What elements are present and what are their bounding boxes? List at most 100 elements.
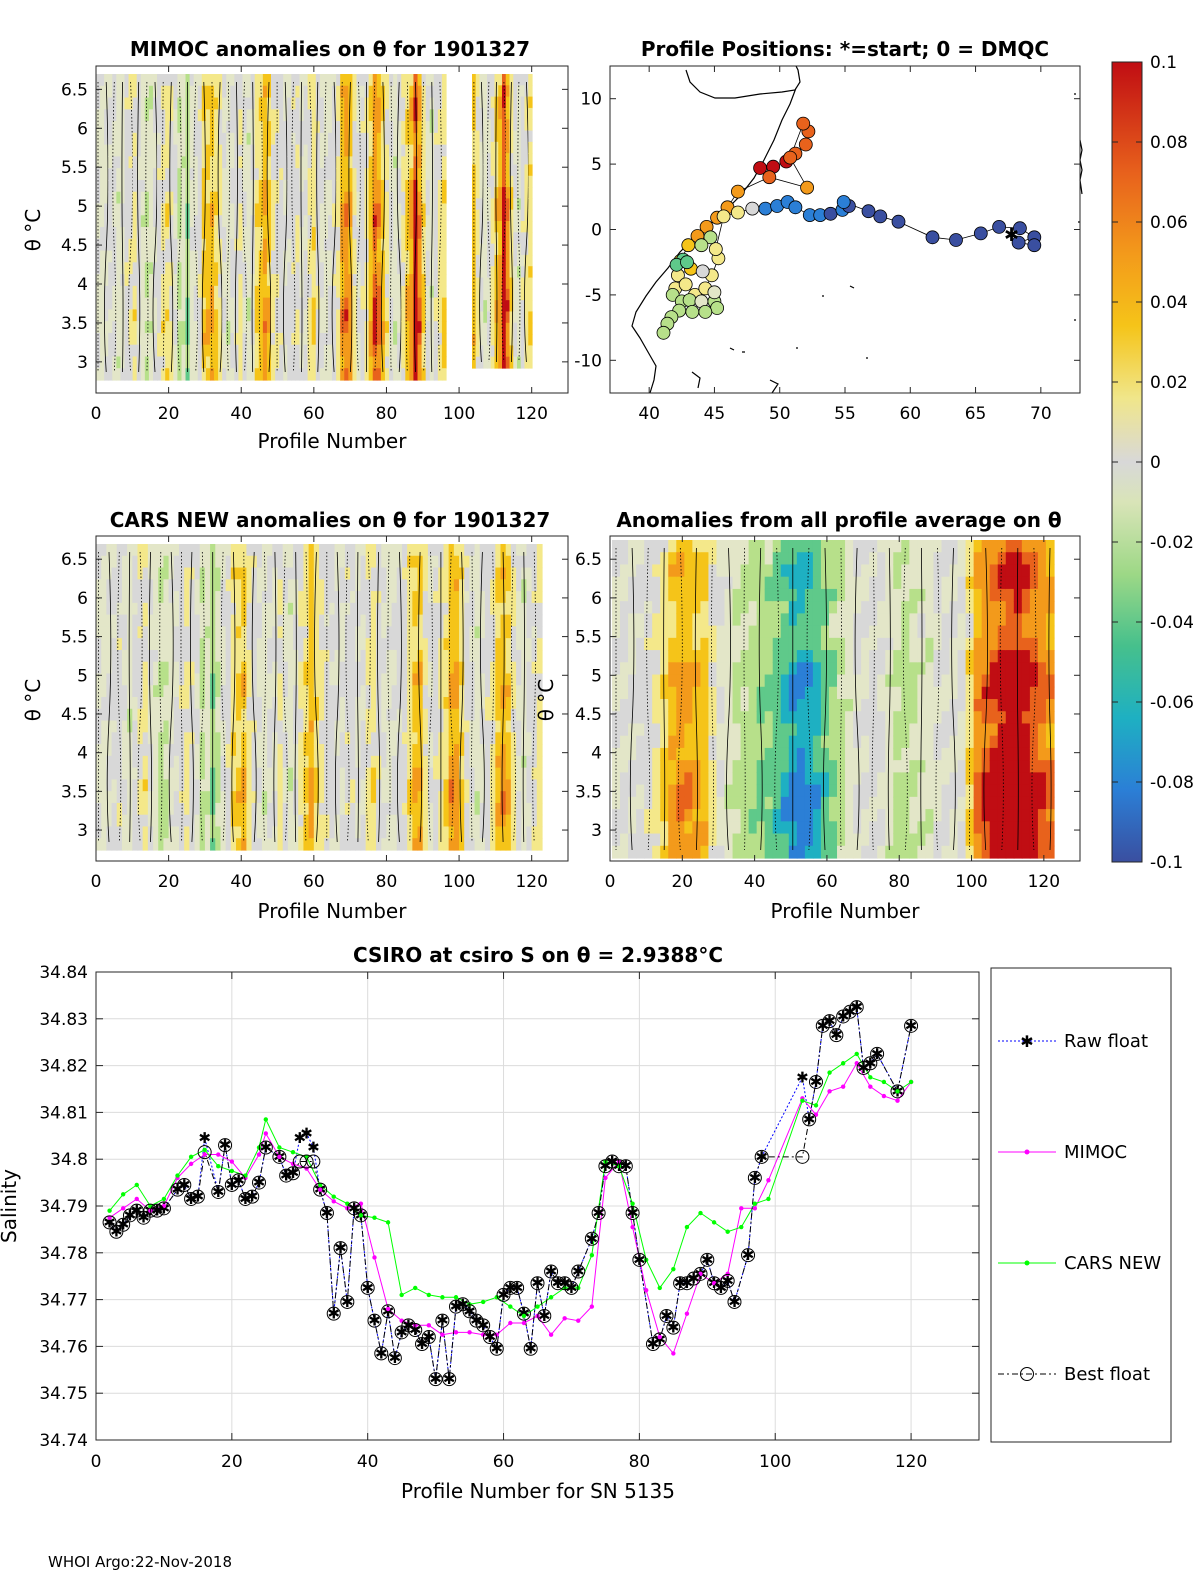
cars-cell xyxy=(142,579,149,592)
mimoc-cell xyxy=(520,130,526,143)
cars-cell xyxy=(147,567,154,580)
mimoc-cell xyxy=(275,309,280,322)
cars-cell xyxy=(282,685,289,698)
cars-cell xyxy=(344,673,351,686)
mimoc-cell xyxy=(384,179,390,193)
mimoc-cell xyxy=(250,309,256,322)
mimoc-cell xyxy=(132,132,138,146)
cars-cell xyxy=(339,814,346,828)
mimoc-cell xyxy=(124,85,130,99)
mimoc-cell xyxy=(397,168,402,181)
cars-cell xyxy=(303,814,310,828)
mimoc-cell xyxy=(209,250,215,263)
mimoc-cell xyxy=(254,179,260,193)
mimoc-cell xyxy=(100,309,105,322)
mimoc-cell xyxy=(413,203,419,216)
mimoc-cell xyxy=(303,168,309,181)
mimoc-cell xyxy=(152,344,158,358)
mimoc-cell xyxy=(96,144,101,157)
mimoc-cell xyxy=(165,274,170,287)
mimoc-cell xyxy=(479,107,484,120)
mimoc-cell xyxy=(246,227,252,240)
cars-cell xyxy=(158,685,165,698)
cars-cell xyxy=(163,614,170,627)
mimoc-cell xyxy=(380,297,386,310)
mimoc-cell xyxy=(112,344,117,358)
cars-cell xyxy=(329,555,336,569)
cars-cell xyxy=(386,638,393,651)
mimoc-cell xyxy=(433,85,439,99)
mimoc-cell xyxy=(116,168,122,181)
cars-cell xyxy=(101,638,107,651)
mimoc-cell xyxy=(271,238,276,252)
cars-cell xyxy=(479,649,486,663)
cars-cell xyxy=(256,802,263,816)
cars-cell xyxy=(287,708,294,722)
mimoc-cell xyxy=(487,311,492,324)
cars-cell xyxy=(204,591,211,604)
mimoc-cell xyxy=(100,262,105,275)
mimoc-cell xyxy=(108,179,113,193)
mimoc-cell xyxy=(502,266,507,279)
cars-cell xyxy=(251,791,258,804)
cars-cell xyxy=(163,649,170,663)
mimoc-cell xyxy=(327,250,333,263)
cars-cell xyxy=(267,708,273,722)
cars-cell xyxy=(163,685,170,698)
cars-cell xyxy=(381,544,388,557)
mimoc-cell xyxy=(271,85,276,99)
mimoc-cell xyxy=(441,121,447,134)
mimoc-cell xyxy=(323,191,329,205)
cars-cell xyxy=(396,579,403,592)
cars-cell xyxy=(147,661,154,675)
mimoc-cell xyxy=(483,221,488,233)
mimoc-cell xyxy=(266,74,272,87)
cars-cell xyxy=(116,755,123,769)
cars-cell xyxy=(96,779,102,792)
mimoc-contour xyxy=(396,81,402,373)
mimoc-cell xyxy=(319,109,325,122)
cars-cell xyxy=(453,779,460,792)
cars-cell xyxy=(495,708,502,722)
y-tick-label: 5 xyxy=(77,197,88,217)
cars-cell xyxy=(293,791,299,804)
cars-cell xyxy=(407,838,413,851)
mimoc-cell xyxy=(218,191,223,205)
mimoc-cell xyxy=(230,227,235,240)
mimoc-cell xyxy=(413,144,419,157)
mimoc-cell xyxy=(209,109,215,122)
cars-cell xyxy=(287,567,294,580)
cars-cell xyxy=(339,614,346,627)
cars-cell xyxy=(365,708,372,722)
mimoc-cell xyxy=(323,238,329,252)
mimoc-cell xyxy=(144,74,150,87)
cars-contour xyxy=(159,551,163,843)
cars-cell xyxy=(287,720,294,733)
mimoc-cell xyxy=(490,175,496,188)
mimoc-cell xyxy=(132,332,138,346)
mimoc-cell xyxy=(401,168,406,181)
cars-cell xyxy=(158,767,165,780)
cars-cell xyxy=(287,661,294,675)
cars-cell xyxy=(168,779,175,792)
mimoc-cell xyxy=(173,297,178,310)
cars-cell xyxy=(298,838,305,851)
mimoc-cell xyxy=(384,297,390,310)
cars-cell xyxy=(194,826,201,839)
mimoc-cell xyxy=(384,321,390,334)
mimoc-cell xyxy=(140,203,146,216)
cars-cell xyxy=(459,767,465,780)
mimoc-cell xyxy=(104,332,109,346)
mimoc-cell xyxy=(148,179,154,193)
cars-cell xyxy=(236,697,242,710)
mimoc-cell xyxy=(287,109,292,122)
mimoc-cell xyxy=(169,368,174,381)
mimoc-cell xyxy=(352,344,358,358)
cars-cell xyxy=(443,791,450,804)
cars-cell xyxy=(204,720,211,733)
mimoc-cell xyxy=(161,85,166,99)
mimoc-cell xyxy=(238,215,244,228)
cars-cell xyxy=(344,638,351,651)
cars-cell xyxy=(464,661,470,675)
profile-position-marker xyxy=(678,277,693,292)
